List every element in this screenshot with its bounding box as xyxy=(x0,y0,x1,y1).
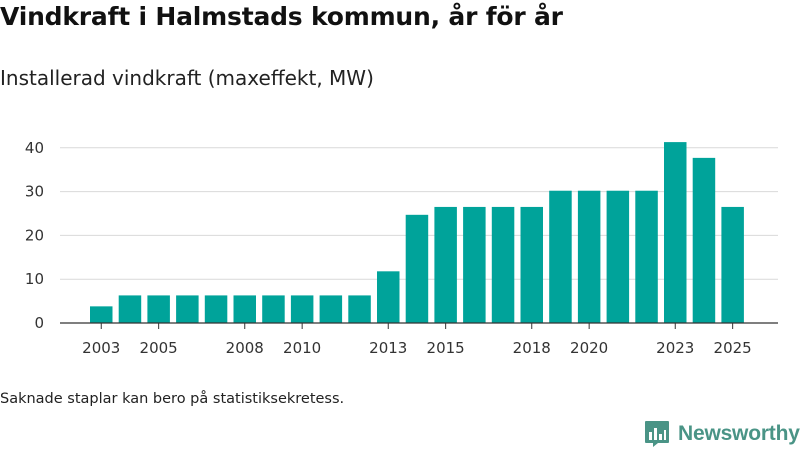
x-tick-label: 2005 xyxy=(140,339,178,357)
x-tick-label: 2025 xyxy=(714,339,752,357)
x-tick-label: 2018 xyxy=(513,339,551,357)
bar-2016 xyxy=(463,206,486,323)
chart-subtitle: Installerad vindkraft (maxeffekt, MW) xyxy=(0,66,374,90)
x-tick-label: 2013 xyxy=(369,339,407,357)
bar-2009 xyxy=(262,295,285,323)
y-tick-label: 20 xyxy=(25,226,44,244)
x-tick-label: 2020 xyxy=(570,339,608,357)
bar-2024 xyxy=(692,157,716,323)
bar-2025 xyxy=(721,206,744,323)
x-tick-label: 2008 xyxy=(226,339,264,357)
bar-2013 xyxy=(377,271,400,323)
bar-2006 xyxy=(176,295,199,323)
bar-2003 xyxy=(90,306,113,323)
bar-2011 xyxy=(319,295,343,323)
footnote: Saknade staplar kan bero på statistiksek… xyxy=(0,391,345,407)
bar-2010 xyxy=(290,295,314,323)
y-tick-label: 10 xyxy=(25,270,44,288)
y-tick-label: 30 xyxy=(25,183,44,201)
bar-2022 xyxy=(635,190,658,323)
bar-2014 xyxy=(405,214,429,323)
bar-2004 xyxy=(118,295,142,323)
bar-2017 xyxy=(491,206,515,323)
chart-title: Vindkraft i Halmstads kommun, år för år xyxy=(0,2,563,31)
x-tick-label: 2023 xyxy=(656,339,694,357)
bar-2021 xyxy=(606,190,630,323)
bar-2020 xyxy=(577,190,601,323)
y-tick-label: 0 xyxy=(34,314,44,332)
bar-2019 xyxy=(549,190,572,323)
bar-2007 xyxy=(204,295,228,323)
bar-2008 xyxy=(233,295,256,323)
x-tick-label: 2015 xyxy=(427,339,465,357)
brand: Newsworthy xyxy=(644,420,800,448)
bar-2005 xyxy=(147,295,170,323)
bar-chart: 0 10 20 30 40 2003 2005 2008 2010 2013 2015 2018 202… xyxy=(25,139,778,357)
bar-2023 xyxy=(664,142,687,323)
y-tick-label: 40 xyxy=(25,139,44,157)
brand-name: Newsworthy xyxy=(678,422,800,445)
bar-2018 xyxy=(520,206,543,323)
bar-2012 xyxy=(348,295,371,323)
bar-2015 xyxy=(434,206,457,323)
x-tick-label: 2010 xyxy=(283,339,321,357)
newsworthy-logo-icon xyxy=(645,421,669,447)
x-tick-label: 2003 xyxy=(82,339,120,357)
